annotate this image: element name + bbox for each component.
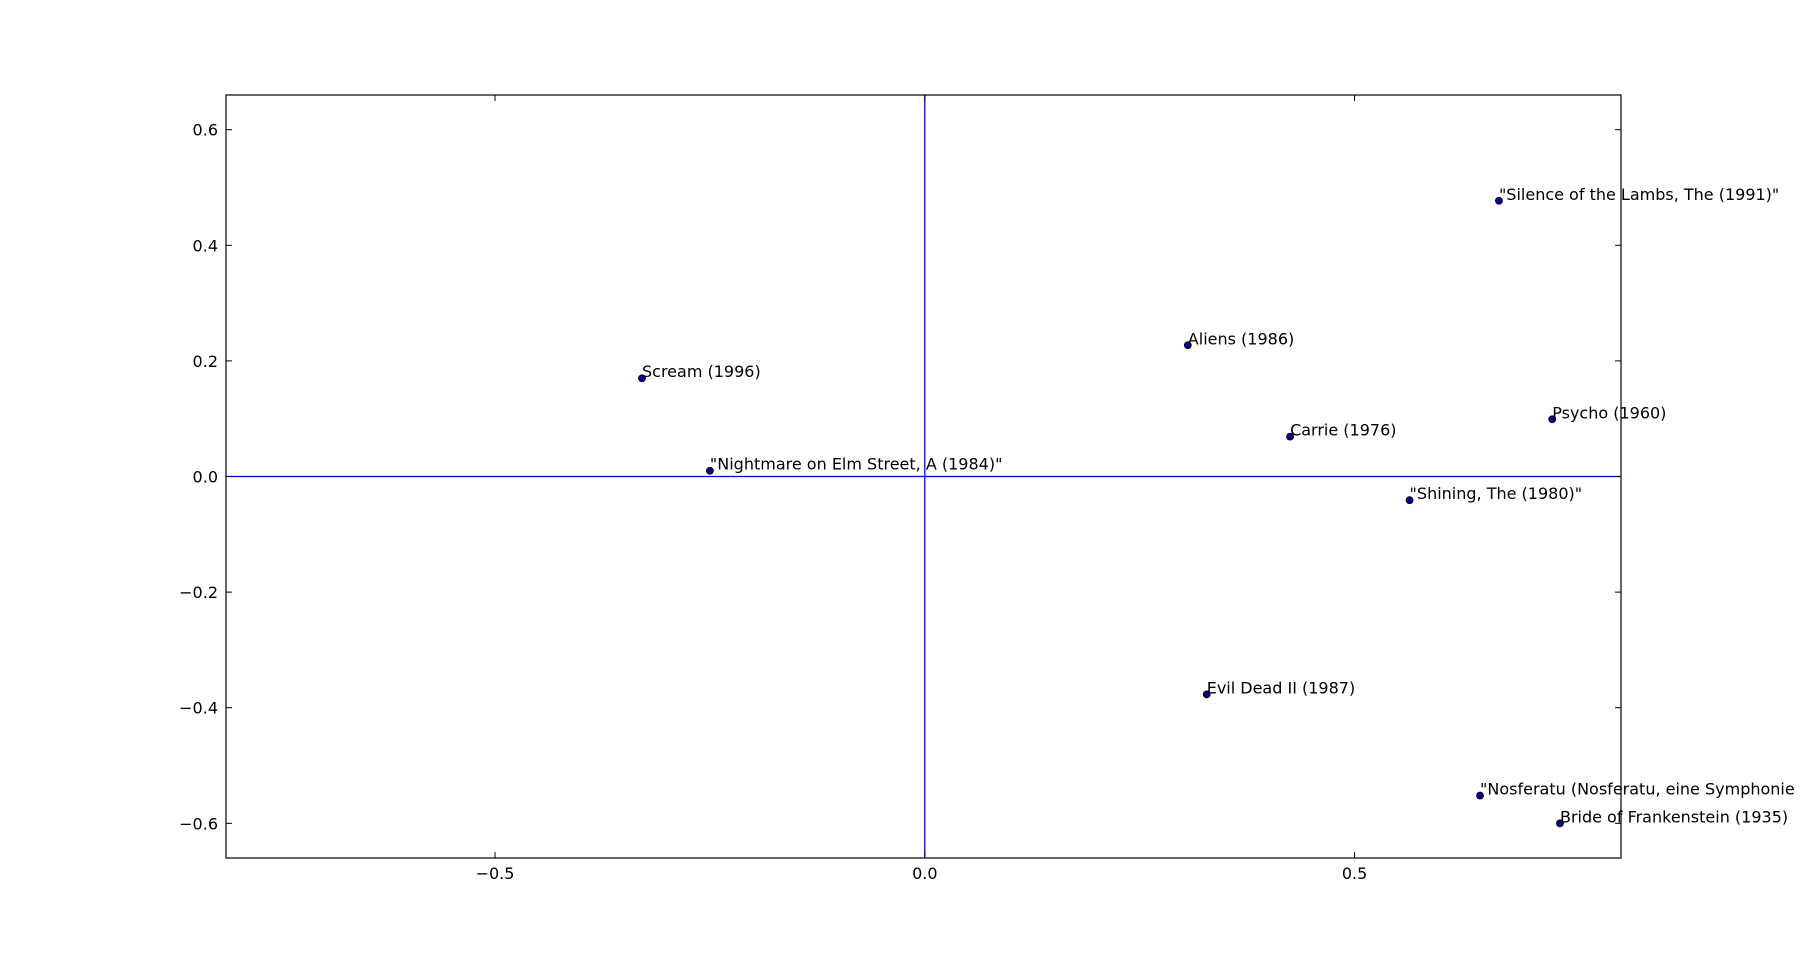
axis-ticks: −0.5 0.0 0.5 0.6 0.4 0.2 0.0 −0.2 −0.4 −0.6 xyxy=(179,95,1621,883)
data-point-label: "Silence of the Lambs, The (1991)" xyxy=(1499,185,1779,204)
x-tick-label: −0.5 xyxy=(476,864,515,883)
data-point xyxy=(1286,432,1294,441)
y-tick-label: 0.6 xyxy=(193,121,218,140)
data-point xyxy=(1183,341,1192,350)
y-tick-label: −0.4 xyxy=(179,699,218,718)
data-point xyxy=(1556,819,1564,828)
data-point xyxy=(638,374,646,383)
x-tick-label: 0.0 xyxy=(912,864,937,883)
data-point xyxy=(1202,690,1211,699)
y-tick-label: −0.2 xyxy=(179,583,218,602)
data-point xyxy=(706,466,714,475)
data-point-label: Bride of Frankenstein (1935) xyxy=(1560,807,1788,826)
data-point-label: "Shining, The (1980)" xyxy=(1410,484,1583,503)
y-tick-label: 0.0 xyxy=(193,468,218,487)
reference-lines xyxy=(226,95,1621,858)
x-tick-label: 0.5 xyxy=(1342,864,1367,883)
plot-frame xyxy=(225,94,1622,859)
data-point-label: Aliens (1986) xyxy=(1188,329,1294,348)
data-point xyxy=(1476,791,1484,800)
y-tick-label: −0.6 xyxy=(179,814,218,833)
data-point-label: Carrie (1976) xyxy=(1290,421,1396,440)
data-point-label: Scream (1996) xyxy=(642,362,761,381)
data-point-label: "Nosferatu (Nosferatu, eine Symphonie xyxy=(1480,780,1795,799)
data-point-label: Psycho (1960) xyxy=(1552,403,1666,422)
data-points: "Silence of the Lambs, The (1991)" Aliens… xyxy=(638,185,1795,828)
data-point-label: Evil Dead II (1987) xyxy=(1207,678,1356,697)
y-tick-label: 0.2 xyxy=(193,352,218,371)
data-point xyxy=(1495,196,1503,205)
y-tick-label: 0.4 xyxy=(193,236,218,255)
data-point-label: "Nightmare on Elm Street, A (1984)" xyxy=(710,455,1003,474)
data-point xyxy=(1548,415,1557,424)
data-point xyxy=(1405,496,1414,505)
